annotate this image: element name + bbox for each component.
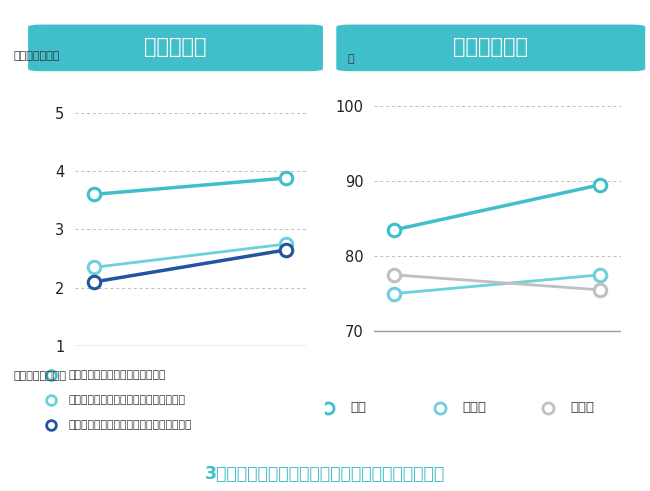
Text: 自分が綺麗に歩けていると思いますか？: 自分が綺麗に歩けていると思いますか？	[69, 395, 186, 405]
FancyBboxPatch shape	[336, 25, 645, 71]
Text: とてもそう思う: とてもそう思う	[13, 52, 59, 61]
Text: 足運び: 足運び	[570, 401, 594, 414]
FancyBboxPatch shape	[28, 25, 323, 71]
Text: 意識の変化: 意識の変化	[144, 37, 207, 57]
Text: 歩くことは楽しいと思いますか？: 歩くことは楽しいと思いますか？	[69, 370, 166, 380]
Text: 姿勢: 姿勢	[350, 401, 367, 414]
Text: 腕振り: 腕振り	[462, 401, 486, 414]
Text: 平均点の変化: 平均点の変化	[453, 37, 528, 57]
Text: 全くそう思わない: 全くそう思わない	[13, 371, 66, 381]
Text: 3つの意識、姿勢、腕振りに有意な改善がみられた: 3つの意識、姿勢、腕振りに有意な改善がみられた	[205, 465, 445, 483]
Text: 点: 点	[348, 54, 354, 64]
Text: 歩いている時の自分に自信を持てますか？: 歩いている時の自分に自信を持てますか？	[69, 420, 192, 431]
